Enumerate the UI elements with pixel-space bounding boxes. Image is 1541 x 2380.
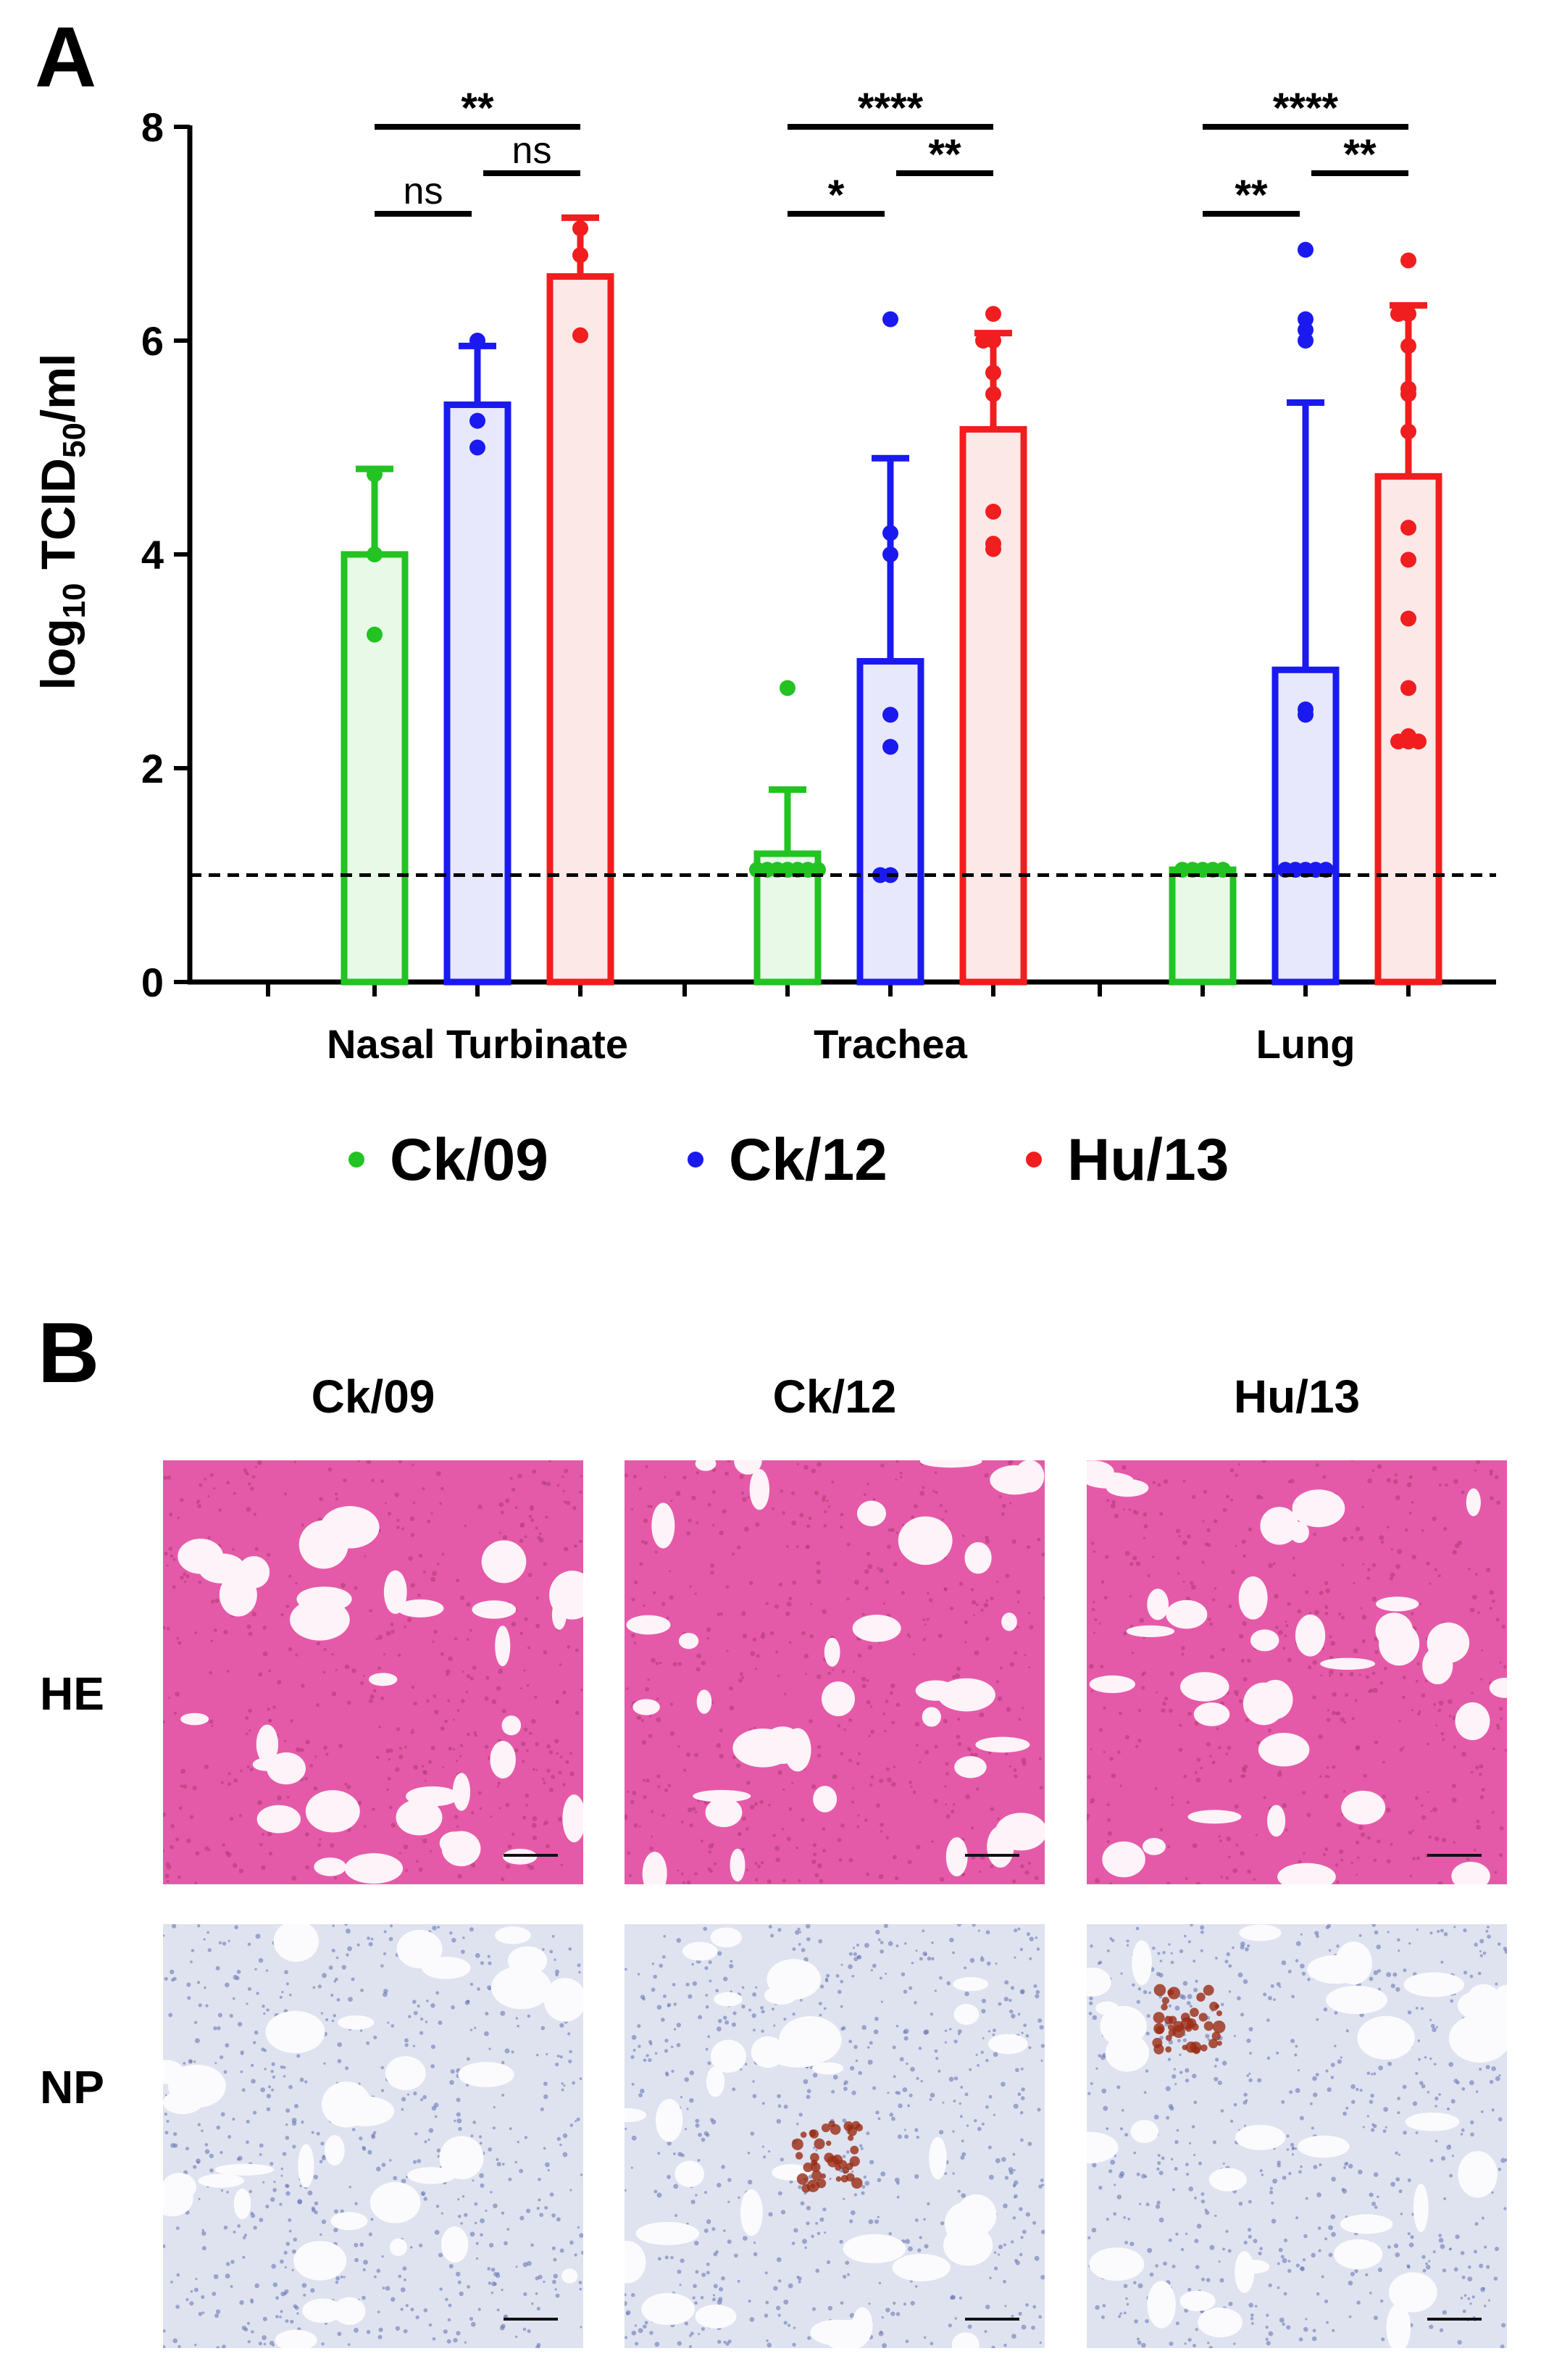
data-point	[985, 541, 1001, 557]
chart-marks	[190, 214, 1496, 986]
np-image-ck09	[163, 1924, 583, 2348]
micrograph-texture	[1087, 1924, 1507, 2348]
data-point	[469, 412, 485, 429]
significance-label: **	[461, 85, 494, 132]
data-point	[882, 738, 898, 755]
significance-label: ns	[512, 130, 552, 172]
significance-label: ****	[1273, 85, 1339, 132]
y-axis-title-group: log10 TCID50/ml	[31, 354, 92, 691]
he-image-ck09	[163, 1460, 583, 1884]
data-point	[1400, 552, 1416, 568]
data-point	[1298, 241, 1314, 258]
legend-label: Hu/13	[1067, 1127, 1229, 1193]
panel-b-letter: B	[38, 1305, 100, 1401]
y-tick-label: 2	[141, 746, 164, 791]
data-point	[882, 707, 898, 723]
data-point	[1298, 707, 1314, 723]
data-point	[1390, 733, 1406, 750]
data-point	[882, 311, 898, 328]
bar	[443, 401, 511, 986]
data-point	[1400, 680, 1416, 696]
legend-label: Ck/09	[390, 1127, 548, 1193]
micrograph-texture	[163, 1460, 583, 1884]
significance-label: **	[1235, 172, 1268, 219]
data-point	[882, 546, 898, 562]
row-label-he: HE	[40, 1668, 104, 1720]
bar	[341, 551, 409, 986]
row-label-np: NP	[40, 2061, 104, 2113]
significance-label: **	[1343, 131, 1377, 178]
data-point	[367, 466, 383, 483]
significance-label: ****	[858, 85, 924, 132]
y-tick-label: 6	[141, 318, 164, 364]
data-point	[1411, 733, 1427, 750]
he-image-hu13	[1087, 1460, 1507, 1884]
data-point	[572, 247, 588, 263]
data-point	[1298, 333, 1314, 349]
legend-marker	[688, 1152, 703, 1168]
data-point	[1400, 386, 1416, 402]
data-point	[985, 504, 1001, 520]
column-header-ck12: Ck/12	[772, 1370, 897, 1423]
significance-label: *	[828, 172, 845, 219]
column-header-hu13: Hu/13	[1233, 1370, 1361, 1423]
legend-marker	[1026, 1152, 1042, 1168]
y-tick-label: 8	[141, 104, 164, 150]
micrograph-texture	[163, 1924, 583, 2348]
y-axis-title: log10 TCID50/ml	[31, 354, 92, 691]
chart-axes: 0 2 4 6 8 Nasal Turbinate Trachea Lung	[141, 104, 1496, 1067]
he-image-ck12	[625, 1460, 1045, 1884]
data-point	[872, 867, 888, 883]
x-category-label: Nasal Turbinate	[327, 1021, 628, 1067]
bar	[1169, 866, 1237, 986]
significance-label: ns	[404, 170, 443, 212]
data-point	[780, 680, 795, 696]
data-point	[572, 220, 588, 237]
data-point	[1400, 252, 1416, 269]
data-point	[1390, 306, 1406, 323]
data-point	[985, 306, 1001, 323]
x-category-label: Trachea	[814, 1021, 968, 1067]
data-point	[1400, 423, 1416, 440]
y-tick-label: 0	[141, 960, 164, 1005]
panel-a-letter: A	[35, 9, 97, 105]
data-point	[985, 365, 1001, 381]
x-category-label: Lung	[1256, 1021, 1356, 1067]
data-point	[985, 386, 1001, 402]
legend-marker	[348, 1152, 364, 1168]
data-point	[1400, 520, 1416, 536]
np-image-ck12	[625, 1924, 1045, 2348]
np-image-hu13	[1087, 1924, 1507, 2348]
data-point	[469, 439, 485, 456]
micrograph-texture	[625, 1460, 1045, 1884]
data-point	[882, 525, 898, 541]
data-point	[367, 546, 383, 562]
data-point	[975, 333, 991, 349]
chart-legend: Ck/09 Ck/12 Hu/13	[348, 1127, 1229, 1193]
y-tick-label: 4	[141, 532, 164, 578]
data-point	[1400, 338, 1416, 354]
data-point	[469, 333, 485, 349]
legend-label: Ck/12	[729, 1127, 888, 1193]
data-point	[572, 327, 588, 344]
column-header-ck09: Ck/09	[311, 1370, 435, 1423]
significance-label: **	[928, 131, 961, 178]
data-point	[367, 626, 383, 643]
micrograph-texture	[1087, 1460, 1507, 1884]
micrograph-texture	[625, 1924, 1045, 2348]
data-point	[1400, 610, 1416, 627]
